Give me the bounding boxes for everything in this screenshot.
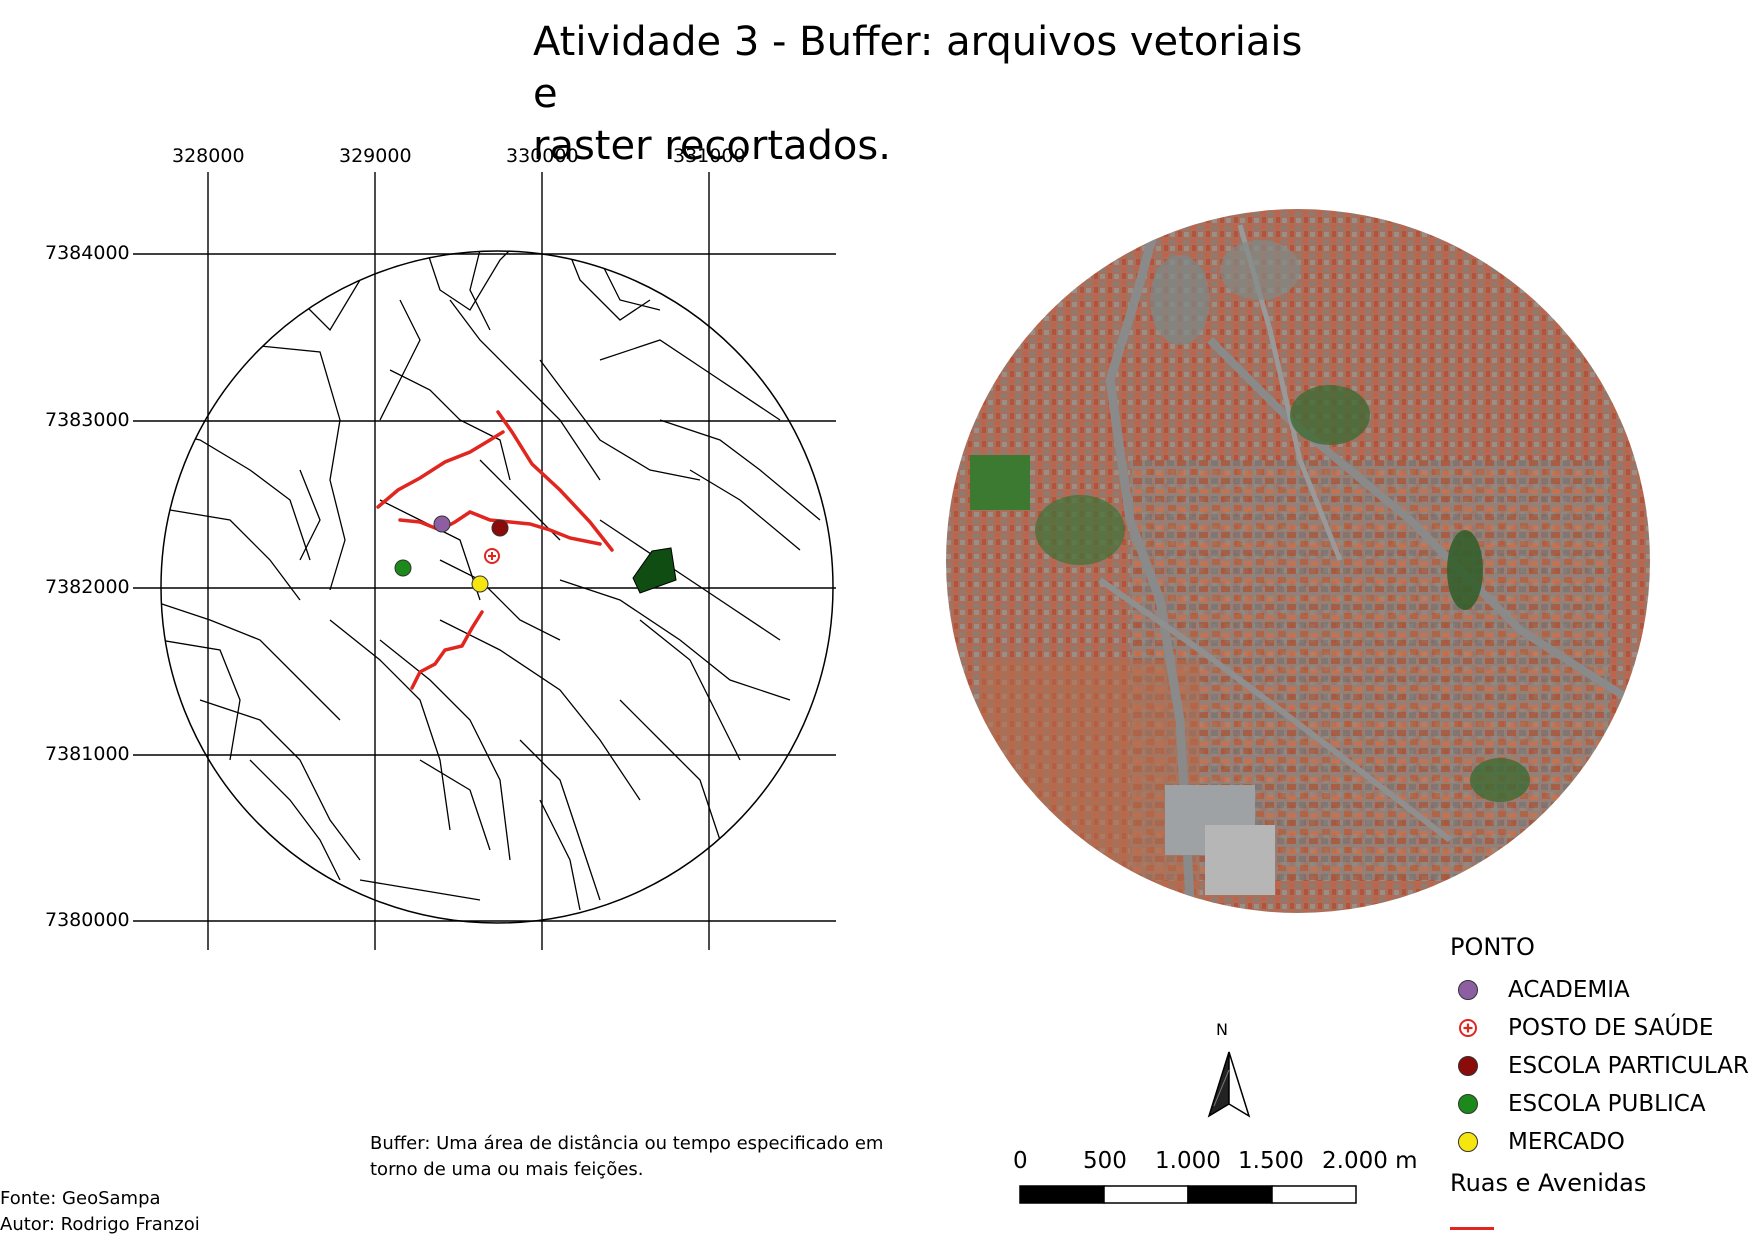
scale-label: 500 xyxy=(1083,1148,1127,1174)
buffer-caption: Buffer: Uma área de distância ou tempo e… xyxy=(370,1131,883,1183)
scale-label: 1.500 xyxy=(1238,1148,1304,1174)
grid-x-label: 329000 xyxy=(339,145,412,167)
grid-x-label: 328000 xyxy=(172,145,245,167)
map-title-line2: raster recortados. xyxy=(533,123,891,169)
escola-particular-point xyxy=(491,519,509,537)
north-arrow-icon xyxy=(1207,1051,1251,1118)
green-area-polygon xyxy=(632,547,677,594)
legend-label: MERCADO xyxy=(1508,1129,1625,1155)
mercado-point xyxy=(471,575,489,593)
caption-line: Buffer: Uma área de distância ou tempo e… xyxy=(370,1133,884,1154)
street-line-icon xyxy=(1450,1227,1494,1230)
scale-bar xyxy=(1019,1185,1357,1204)
point-features xyxy=(394,515,509,593)
scale-label: 0 xyxy=(1013,1148,1028,1174)
escola-publica-point xyxy=(394,559,412,577)
posto-de-saude-point xyxy=(484,548,500,564)
legend-item-escola-publica: ESCOLA PUBLICA xyxy=(1450,1085,1750,1123)
map-legend: PONTO ACADEMIA POSTO DE SAÚDE ESCOLA PAR… xyxy=(1450,933,1750,1230)
escola-particular-icon xyxy=(1458,1056,1478,1076)
mercado-icon xyxy=(1458,1132,1478,1152)
buffer-circle-vector xyxy=(160,250,834,924)
grid-x-label: 331000 xyxy=(673,145,746,167)
legend-streets-heading: Ruas e Avenidas xyxy=(1450,1169,1647,1197)
vector-map-parcels xyxy=(161,251,821,911)
plus-circle-icon xyxy=(1459,1019,1477,1037)
legend-label: ESCOLA PARTICULAR xyxy=(1508,1053,1749,1079)
grid-x-label: 330000 xyxy=(506,145,579,167)
escola-publica-icon xyxy=(1458,1094,1478,1114)
academia-icon xyxy=(1458,980,1478,1000)
legend-heading: PONTO xyxy=(1450,933,1535,961)
raster-map xyxy=(946,209,1650,913)
streets-red xyxy=(376,410,614,690)
legend-label: POSTO DE SAÚDE xyxy=(1508,1015,1714,1041)
legend-item-posto-de-saude: POSTO DE SAÚDE xyxy=(1450,1009,1750,1047)
vector-map-grid xyxy=(133,172,836,950)
academia-point xyxy=(433,515,451,533)
grid-y-label: 7384000 xyxy=(45,242,130,264)
source-text: Fonte: GeoSampa xyxy=(0,1188,161,1209)
caption-line: torno de uma ou mais feições. xyxy=(370,1159,644,1180)
legend-item-academia: ACADEMIA xyxy=(1450,971,1750,1009)
grid-y-label: 7383000 xyxy=(45,409,130,431)
map-title: Atividade 3 - Buffer: arquivos vetoriais… xyxy=(533,16,1333,172)
author-text: Autor: Rodrigo Franzoi xyxy=(0,1214,200,1235)
legend-item-mercado: MERCADO xyxy=(1450,1123,1750,1161)
north-arrow-label: N xyxy=(1216,1020,1228,1039)
grid-y-label: 7381000 xyxy=(45,743,130,765)
grid-y-label: 7380000 xyxy=(45,909,130,931)
legend-item-escola-particular: ESCOLA PARTICULAR xyxy=(1450,1047,1750,1085)
scale-label: 1.000 xyxy=(1155,1148,1221,1174)
legend-label: ACADEMIA xyxy=(1508,977,1630,1003)
grid-y-label: 7382000 xyxy=(45,576,130,598)
scale-label: 2.000 m xyxy=(1322,1148,1418,1174)
legend-label: ESCOLA PUBLICA xyxy=(1508,1091,1706,1117)
map-title-line1: Atividade 3 - Buffer: arquivos vetoriais… xyxy=(533,19,1303,117)
credits: Fonte: GeoSampa Autor: Rodrigo Franzoi xyxy=(0,1186,200,1238)
